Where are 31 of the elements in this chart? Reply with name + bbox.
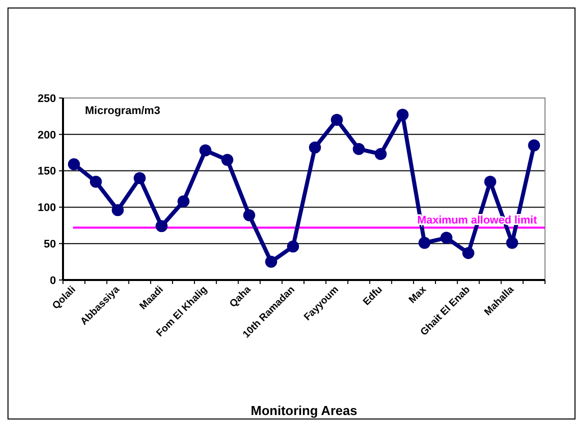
point [243, 209, 256, 222]
point [330, 114, 343, 126]
y-tick-label: 200 [38, 129, 56, 142]
point [287, 240, 300, 253]
point [440, 232, 452, 244]
y-tick-label: 250 [38, 92, 56, 105]
point [112, 204, 124, 216]
y-tick-label: 100 [38, 202, 56, 214]
point [528, 139, 540, 152]
x-axis-title: Monitoring Areas [250, 403, 358, 418]
point [308, 142, 321, 154]
annotation: Microgram/m3 [85, 105, 160, 117]
point [265, 256, 278, 268]
point [396, 108, 409, 121]
y-tick-label: 50 [44, 238, 56, 250]
point [134, 172, 146, 184]
point [462, 247, 474, 260]
y-tick-label: 150 [38, 166, 56, 178]
point [199, 144, 212, 156]
y-tick-label: 0 [50, 274, 56, 287]
point [178, 195, 190, 208]
point [90, 176, 102, 188]
point [221, 154, 234, 166]
point [374, 148, 387, 160]
x-tick-label: Max [407, 284, 429, 306]
point [418, 236, 430, 249]
point [352, 142, 365, 155]
point [156, 220, 168, 232]
point [484, 176, 496, 188]
point [68, 158, 80, 170]
point [506, 236, 518, 249]
